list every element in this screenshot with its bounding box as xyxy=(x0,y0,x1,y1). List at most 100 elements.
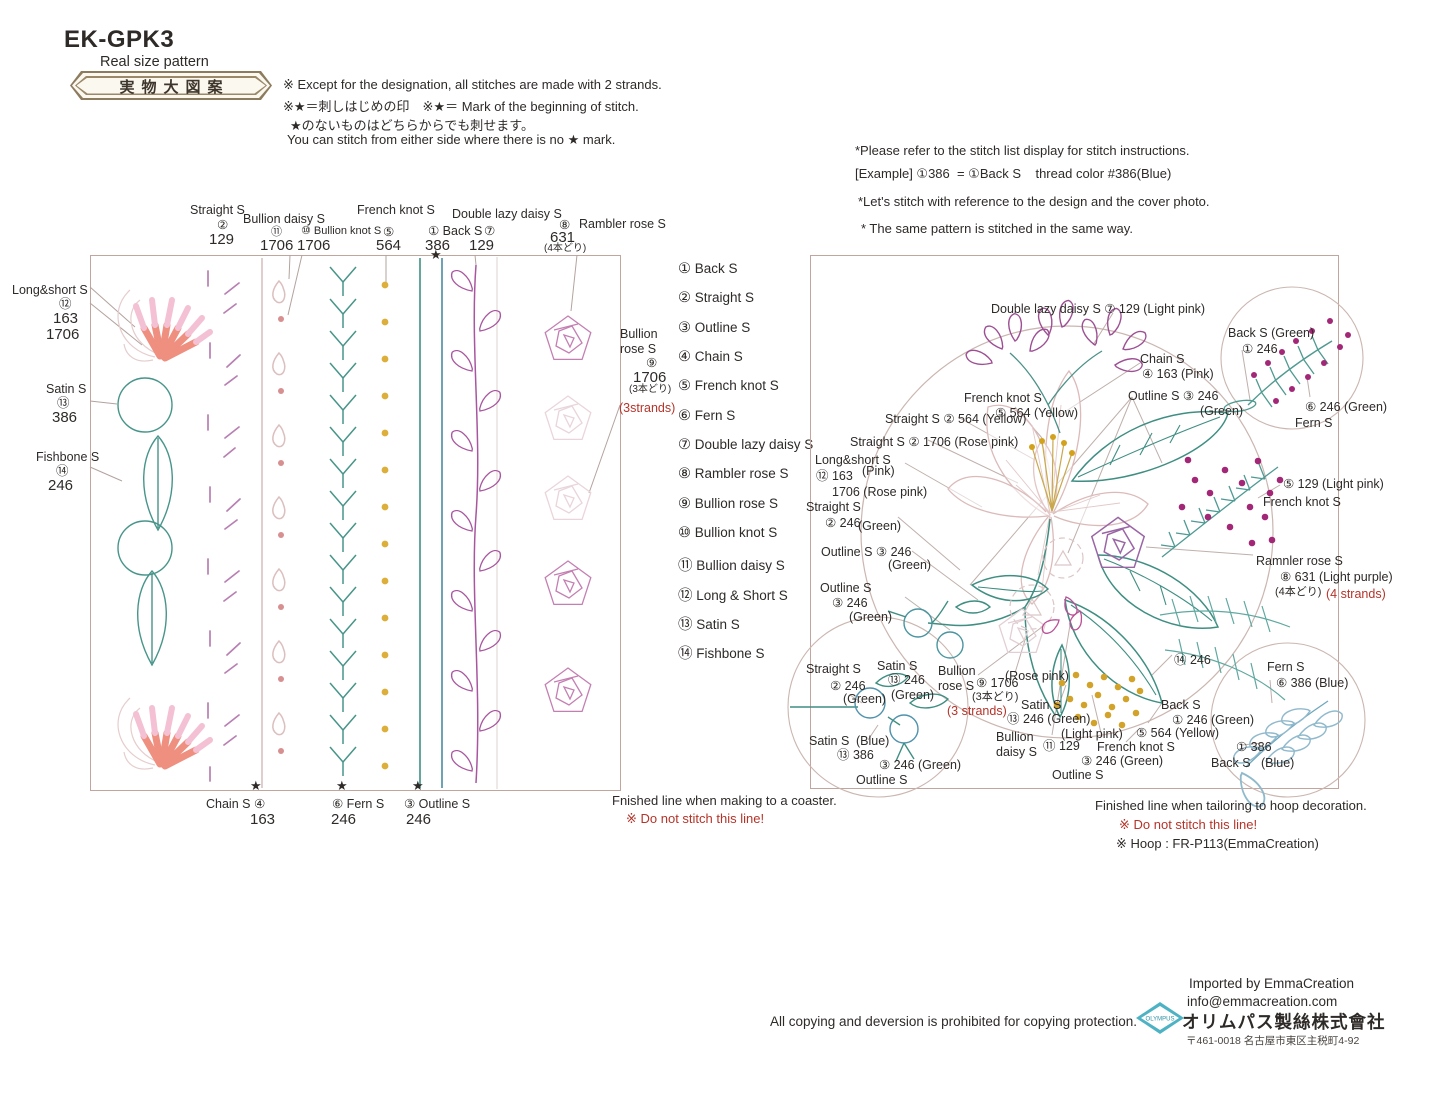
annotation-label: 1706 xyxy=(260,237,294,254)
french-knot-dots-yellow xyxy=(1053,671,1144,729)
annotation-label: ⑤ 129 (Light pink) xyxy=(1283,477,1384,491)
fern-stitch-column xyxy=(329,266,357,777)
annotation-label: Outline S xyxy=(1052,768,1104,782)
stitch-name: Long & Short S xyxy=(692,587,788,603)
annotation-label: ⑬ xyxy=(57,396,70,410)
annotation-label: 246 xyxy=(331,811,357,828)
stitch-number: ⑤ xyxy=(678,378,691,395)
stitch-list-item: ⑦ Double lazy daisy S xyxy=(678,437,813,466)
page-subtitle: Real size pattern xyxy=(100,54,209,70)
annotation-label: Outline S xyxy=(856,773,908,787)
annotation-label: ⑪ 129 xyxy=(1043,739,1080,753)
annotation-label: Rambler rose S xyxy=(579,217,666,231)
leaves xyxy=(927,410,1229,719)
embroidery-design-figure xyxy=(787,255,1366,812)
real-size-badge-label: 実物大図案 xyxy=(119,79,230,96)
stitch-list-item: ⑪ Bullion daisy S xyxy=(678,554,813,583)
double-lazy-daisy-column xyxy=(447,264,505,784)
note-jp: ★のないものはどちらからでも刺せます。 xyxy=(290,118,534,133)
annotation-label: (Green) xyxy=(1200,404,1244,418)
annotation-label: ⑪ xyxy=(271,226,282,238)
annotation-label: Satin S xyxy=(877,659,918,673)
stitch-name: Bullion rose S xyxy=(691,495,779,511)
annotation-label: (3 strands) xyxy=(947,704,1007,718)
stitch-number: ⑦ xyxy=(678,437,691,454)
stitch-number: ⑭ xyxy=(678,646,693,663)
lily-flower xyxy=(947,369,1149,605)
stitch-number: ④ xyxy=(678,349,691,366)
stitch-number: ⑩ xyxy=(678,525,691,542)
annotation-label: ⑥ 386 (Blue) xyxy=(1276,676,1349,690)
stamens xyxy=(1031,436,1073,512)
annotation-label: ⑥ Fern S xyxy=(332,797,385,811)
stitch-name: Back S xyxy=(691,261,738,276)
annotation-label: ② 246 xyxy=(830,679,866,693)
instruction-note-4: * The same pattern is stitched in the sa… xyxy=(861,221,1133,236)
stitch-name: Satin S xyxy=(692,617,740,633)
annotation-label: (3本どり) xyxy=(972,691,1019,703)
annotation-label: 1706 xyxy=(633,369,667,386)
stitch-number: ② xyxy=(678,290,691,307)
stitch-name: Rambler rose S xyxy=(691,466,789,482)
coaster-finished-line xyxy=(90,255,621,791)
real-size-badge: 実物大図案 xyxy=(70,71,272,100)
start-mark: ★ xyxy=(412,778,424,793)
detail-circle-bottom-left xyxy=(787,616,969,798)
stitch-list-item: ① Back S xyxy=(678,261,813,290)
hoop-note: Finished line when tailoring to hoop dec… xyxy=(1095,798,1367,813)
annotation-label: Back S xyxy=(1211,756,1251,770)
annotation-label: ⑬ 246 xyxy=(888,673,925,687)
detail-circle-bottom-right xyxy=(1210,642,1366,798)
annotation-label: ⑫ xyxy=(59,297,72,311)
annotation-label: (Blue) xyxy=(1261,756,1295,770)
stitch-name: Fern S xyxy=(691,407,736,423)
lazy-daisy-vine xyxy=(964,299,1150,434)
annotation-label: ② 246 xyxy=(825,516,861,530)
annotation-label: ③ 246 xyxy=(832,596,868,610)
annotation-label: ① 246 (Green) xyxy=(1172,713,1255,727)
annotation-label: Bullion rose S xyxy=(938,664,976,693)
annotation-label: Outline S ③ 246 xyxy=(1128,389,1219,403)
annotation-label: (Blue) xyxy=(856,734,890,748)
annotation-label: ⑭ 246 xyxy=(1174,653,1211,667)
olympus-logo: OLYMPUS xyxy=(1136,1002,1184,1034)
instruction-note-1: *Please refer to the stitch list display… xyxy=(855,143,1190,158)
stitch-name: Straight S xyxy=(691,290,755,306)
stitch-number: ⑨ xyxy=(678,495,691,512)
annotation-label: ⑤ 564 (Yellow) xyxy=(1136,726,1220,740)
annotation-label: (Green) xyxy=(891,688,935,702)
annotation-label: 1706 (Rose pink) xyxy=(832,485,928,499)
annotation-label: Satin S xyxy=(1021,698,1062,712)
stitch-list-item: ② Straight S xyxy=(678,290,813,319)
warning-text: ※ Do not stitch this line! xyxy=(1119,817,1258,832)
annotation-label: (Pink) xyxy=(862,464,895,478)
annotation-label: Back S xyxy=(1161,698,1201,712)
annotation-label: ⑤ 564 (Yellow) xyxy=(995,406,1079,420)
annotation-label: (Rose pink) xyxy=(1005,669,1069,683)
annotation-label: 246 xyxy=(406,811,432,828)
stitch-number: ① xyxy=(678,261,691,277)
annotation-label: (Green) xyxy=(858,519,902,533)
stitch-list-item: ⑥ Fern S xyxy=(678,408,813,437)
stitch-list-item: ③ Outline S xyxy=(678,320,813,349)
satin-sample xyxy=(117,377,173,576)
rambler-rose-column xyxy=(544,315,592,713)
annotation-label: Satin S xyxy=(809,734,850,748)
annotation-label: ⑧ xyxy=(559,218,571,232)
annotation-label: Double lazy daisy S ⑦ 129 (Light pink) xyxy=(991,302,1206,316)
note-star-mark: ※★＝刺しはじめの印 ※★＝ Mark of the beginning of … xyxy=(283,99,639,114)
annotation-label: ⑥ 246 (Green) xyxy=(1305,400,1388,414)
stitch-list-item: ⑩ Bullion knot S xyxy=(678,525,813,554)
annotation-label: ⑬ 386 xyxy=(837,748,874,762)
annotation-label: French knot S xyxy=(357,203,435,217)
annotation-label: ⑤ xyxy=(383,225,395,239)
note-either-side: You can stitch from either side where th… xyxy=(287,132,616,147)
stitch-number: ⑫ xyxy=(678,587,693,604)
annotation-label: 163 xyxy=(53,310,79,327)
annotation-label: ⑦ xyxy=(484,224,496,238)
stitch-number: ③ xyxy=(678,319,691,336)
annotation-label: 386 xyxy=(52,409,78,426)
stitch-number: ⑥ xyxy=(678,407,691,424)
start-mark: ★ xyxy=(430,247,442,262)
stitch-list-item: ⑤ French knot S xyxy=(678,378,813,407)
